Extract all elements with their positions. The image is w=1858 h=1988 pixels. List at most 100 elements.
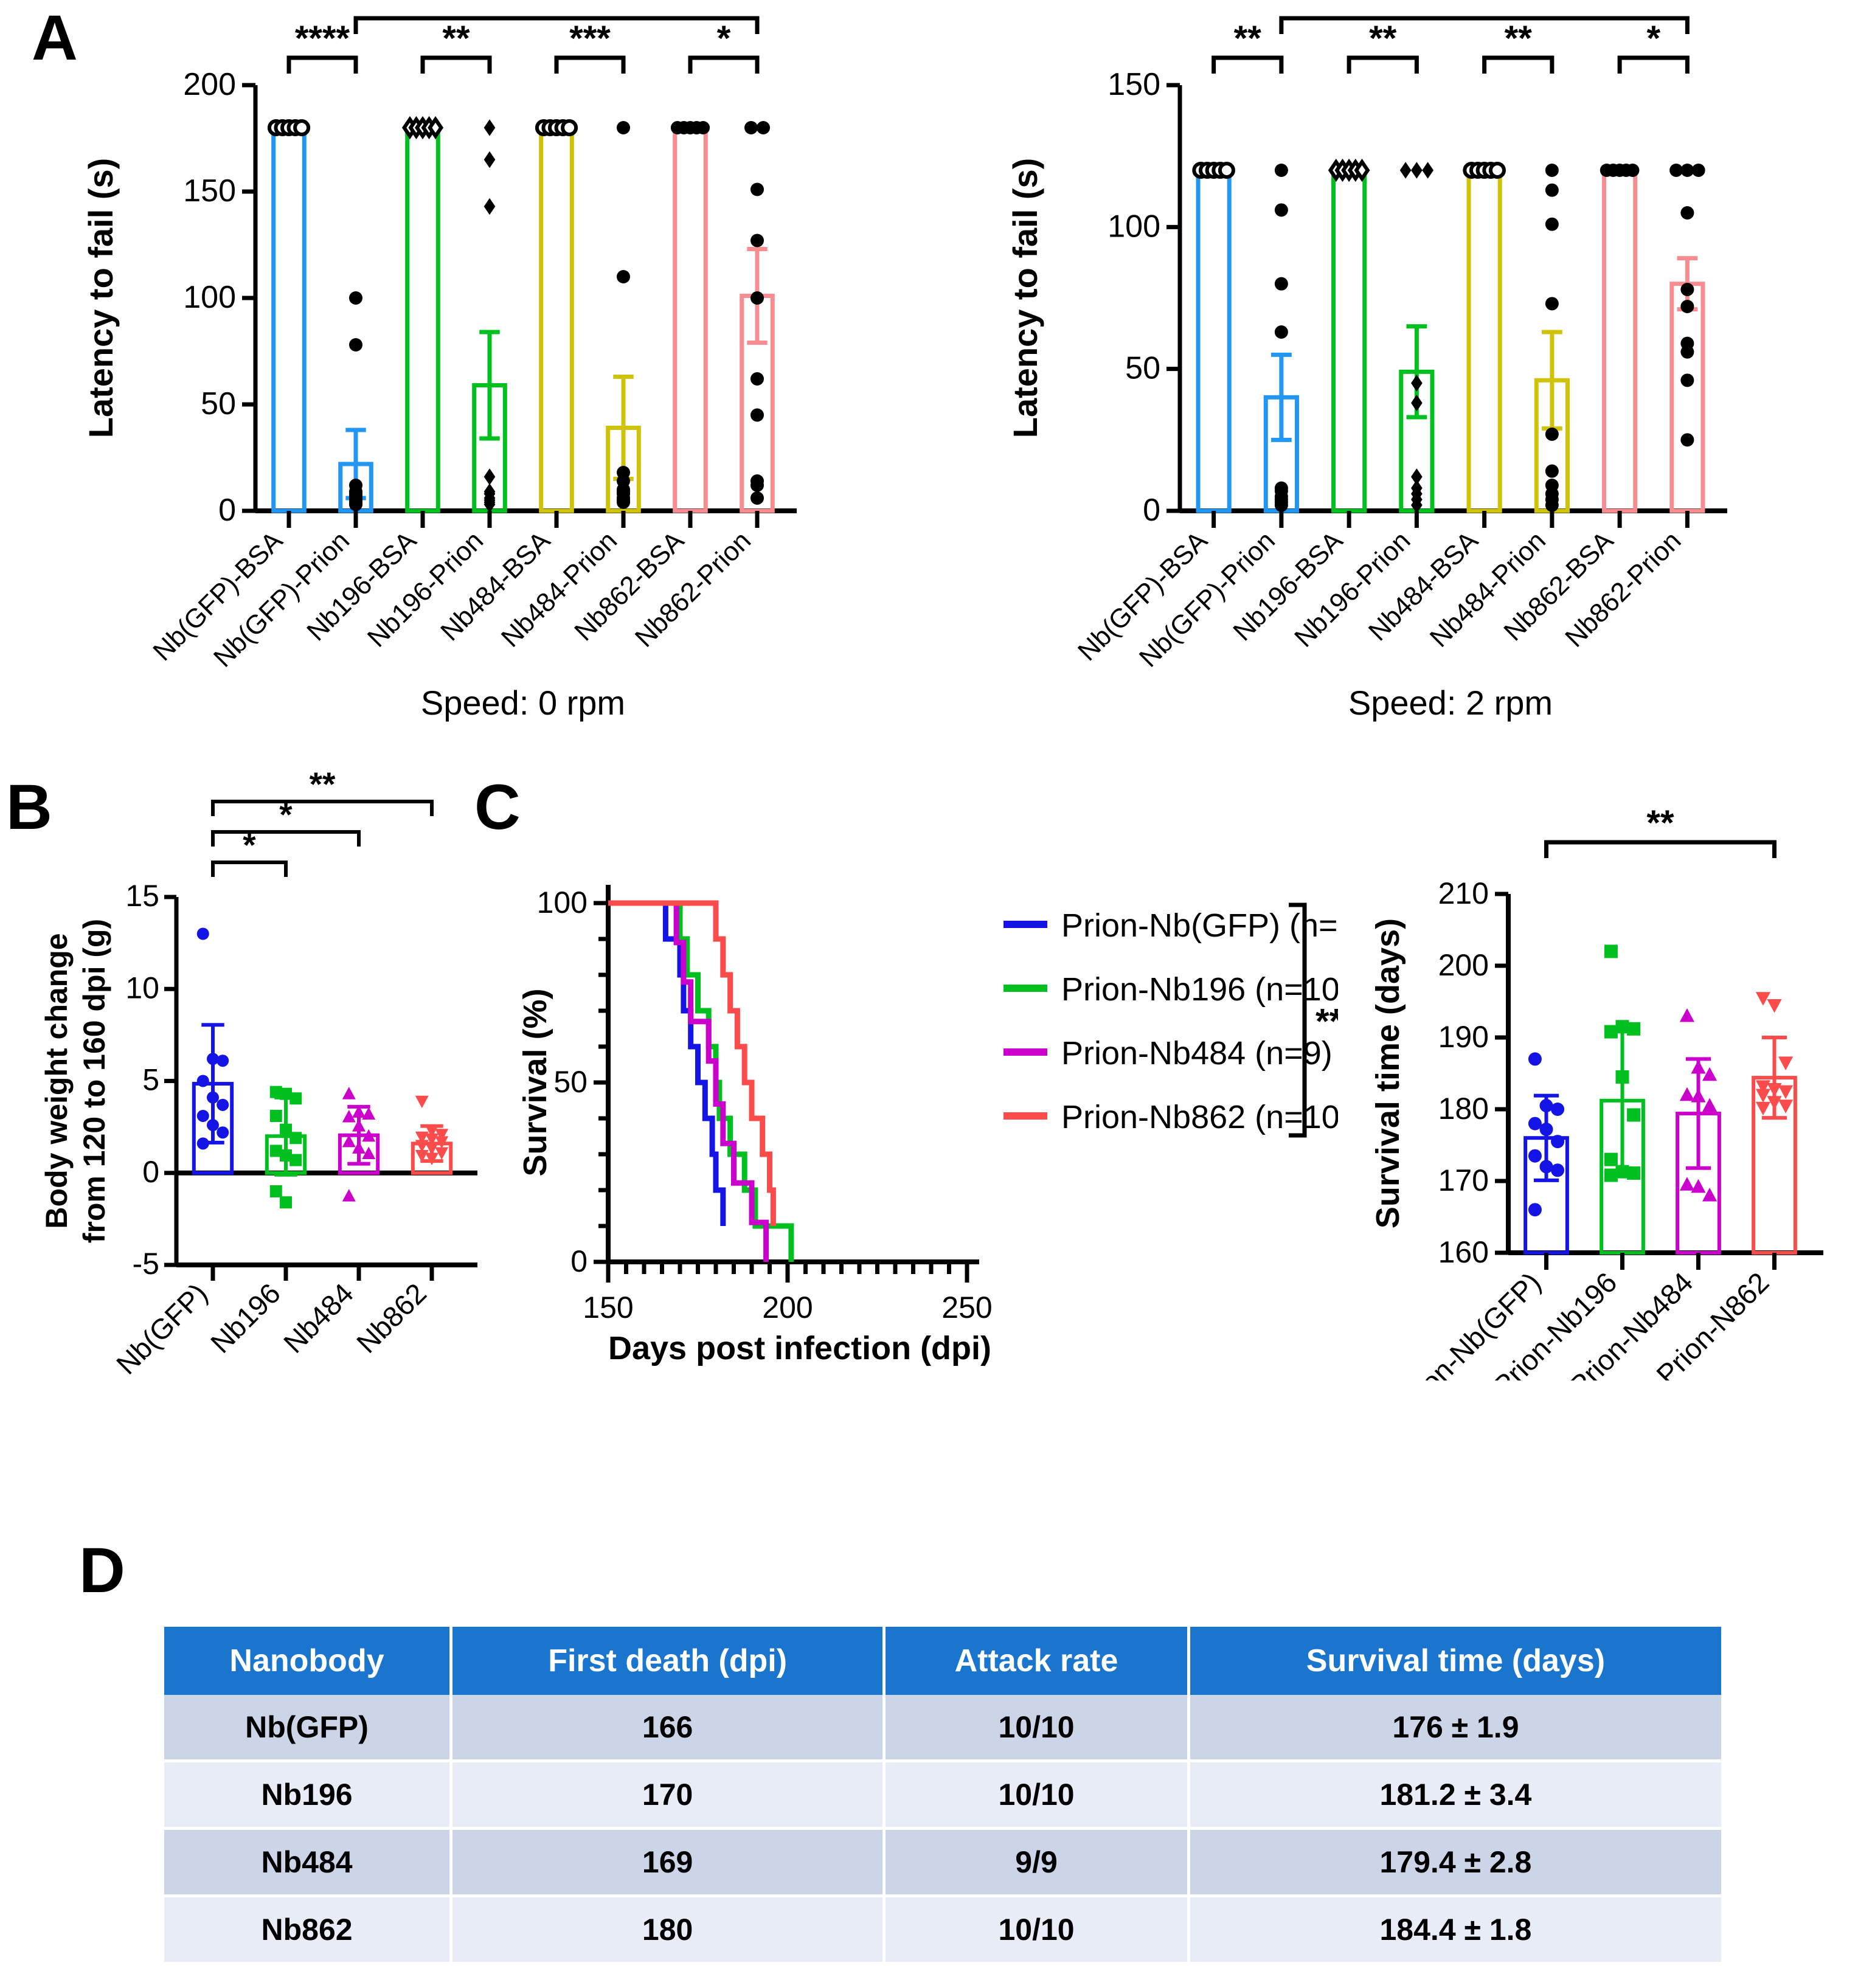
y-tick-label: 5 — [142, 1063, 159, 1097]
y-axis-title: Survival time (days) — [1370, 918, 1406, 1228]
data-point — [1691, 1089, 1706, 1103]
data-point — [1702, 1098, 1718, 1112]
significance-bracket — [554, 55, 626, 74]
table-cell-first-death: 170 — [451, 1761, 886, 1830]
data-point — [207, 1119, 219, 1132]
survival-line — [608, 900, 776, 1226]
bar — [1466, 168, 1502, 513]
data-point — [1422, 162, 1434, 179]
survival-curve-svg: 0 50 100 150 200 250 Survival (%) Days post inf… — [517, 885, 1338, 1366]
data-point — [1545, 297, 1559, 311]
data-point — [484, 468, 496, 485]
significance-label: * — [243, 826, 256, 864]
y-tick-label: 160 — [1438, 1235, 1489, 1269]
y-tick-label: 0 — [218, 493, 236, 528]
data-point — [269, 1086, 282, 1098]
data-point — [1755, 1080, 1771, 1094]
data-point — [1604, 1152, 1618, 1166]
x-tick-label: Nb862-Prion — [629, 525, 757, 653]
data-point — [280, 1196, 292, 1209]
significance-bracket — [1617, 55, 1690, 74]
table-header-attack-rate: Attack rate — [884, 1627, 1190, 1695]
significance-bracket — [353, 16, 760, 34]
data-point — [750, 491, 764, 505]
y-tick-label: 50 — [1125, 351, 1160, 386]
data-point — [1702, 1067, 1718, 1081]
bar — [1196, 168, 1232, 513]
data-point — [1680, 373, 1694, 387]
chart-survival-time: 160 170 180 190 200 210 Survival time (days) Pr… — [1326, 772, 1858, 1380]
data-point — [196, 1075, 209, 1087]
data-point — [1539, 1160, 1553, 1174]
data-point — [289, 1154, 302, 1166]
significance-bracket — [286, 55, 358, 74]
data-point — [1615, 1165, 1629, 1179]
body-weight-svg: -5 0 5 10 15 Body weight change from 120 to 16… — [40, 772, 477, 1380]
data-point — [362, 1129, 376, 1142]
x-tick-label: Nb484 — [277, 1277, 359, 1359]
data-point — [1604, 1025, 1618, 1039]
data-point — [425, 1133, 439, 1146]
significance-label: * — [717, 19, 731, 58]
panel-letter-d: D — [79, 1535, 125, 1606]
data-point — [1679, 1177, 1695, 1191]
y-tick-label: 150 — [183, 173, 236, 209]
y-tick-label: 100 — [183, 280, 236, 315]
chart-rotarod-2rpm: 0 50 100 150 Latency to fail (s) Nb(GFP)-BSA N… — [924, 0, 1849, 760]
bar — [271, 125, 307, 513]
table-cell-survival-time: 181.2 ± 3.4 — [1188, 1761, 1721, 1830]
data-point — [561, 119, 578, 137]
data-point — [484, 483, 496, 500]
data-point — [435, 1147, 449, 1160]
table-cell-attack-rate: 10/10 — [884, 1695, 1190, 1762]
data-point — [342, 1087, 356, 1100]
data-point — [196, 1109, 209, 1122]
significance-label: **** — [295, 19, 350, 58]
y-tick-label: 0 — [1143, 493, 1160, 528]
significance-label: ** — [1646, 803, 1674, 843]
data-point — [217, 1055, 229, 1067]
chart-rotarod-0rpm: 0 50 100 150 200 Latency to fail (s) Nb(GFP)-B… — [0, 0, 912, 760]
data-point — [207, 1053, 219, 1065]
bar — [405, 125, 440, 513]
data-point — [1274, 203, 1288, 217]
panel-letter-b: B — [6, 772, 52, 843]
data-point — [1274, 481, 1288, 495]
data-point — [750, 474, 764, 488]
bar — [1602, 168, 1638, 513]
legend-label: Prion-Nb196 (n=10) — [1061, 971, 1338, 1008]
y-axis-title: Latency to fail (s) — [1006, 158, 1044, 438]
data-point — [1274, 325, 1288, 339]
data-point — [1755, 1089, 1771, 1103]
data-point — [1755, 1101, 1771, 1116]
y-tick-label: 100 — [537, 885, 588, 920]
data-point — [1218, 161, 1235, 179]
data-point — [1627, 1108, 1641, 1122]
data-point — [1528, 1117, 1542, 1131]
data-point — [1411, 375, 1423, 392]
x-tick-label: Nb(GFP) — [110, 1277, 213, 1380]
panel-letter-a: A — [32, 2, 78, 74]
data-point — [1626, 164, 1640, 177]
data-point — [1604, 944, 1618, 958]
significance-label: ** — [542, 0, 570, 19]
significance-bracket — [1212, 55, 1284, 74]
summary-table: Nanobody First death (dpi) Attack rate S… — [164, 1627, 1721, 1965]
data-point — [1354, 158, 1370, 182]
table-cell-survival-time: 184.4 ± 1.8 — [1188, 1896, 1721, 1965]
data-point — [1755, 992, 1771, 1006]
data-point — [1488, 161, 1506, 179]
data-point — [415, 1095, 429, 1109]
data-point — [1702, 1187, 1718, 1202]
data-point — [1399, 162, 1412, 179]
data-point — [744, 121, 758, 134]
data-point — [435, 1129, 449, 1141]
legend-bracket-label: ** — [1316, 1002, 1338, 1042]
survival-line — [608, 900, 726, 1226]
legend-label: Prion-Nb862 (n=10) — [1061, 1099, 1338, 1135]
table-header-survival-time: Survival time (days) — [1188, 1627, 1721, 1695]
y-tick-label: 190 — [1438, 1020, 1489, 1054]
y-axis-title-line2: from 120 to 160 dpi (g) — [77, 919, 111, 1243]
data-point — [750, 234, 764, 248]
